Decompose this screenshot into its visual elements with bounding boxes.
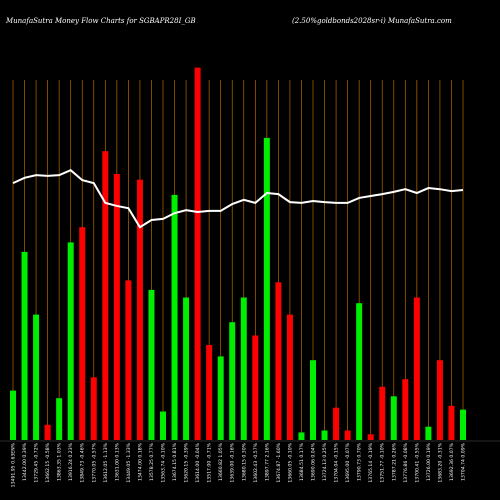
bar [367,434,374,440]
bar [275,282,282,440]
bar [229,322,236,440]
bar [206,345,213,440]
bar [321,430,328,440]
x-tick-label: 13787.21 0.26% [391,442,397,481]
bar [425,426,432,440]
bar [171,194,178,440]
x-tick-label: 13639.00 -0.16% [230,442,236,482]
bar [356,303,363,440]
bar [310,360,316,440]
x-tick-label: 13631.00 0.13% [114,442,120,481]
x-tick-label: 13612.05 -1.13% [103,442,109,482]
x-tick-label: 13897.77 2.16% [264,442,270,481]
x-tick-label: 13704.74 0.09% [461,442,467,481]
x-tick-label: 13620.15 -0.39% [184,442,190,482]
bar [333,407,340,440]
bar [33,314,40,440]
bar [448,405,455,440]
x-tick-label: 13863.35 1.03% [57,442,63,481]
bar [113,174,120,440]
x-tick-label: 13683.20 -0.31% [437,442,443,482]
x-tick-label: 13704.04 -0.15% [334,442,340,482]
bar [240,297,247,440]
x-tick-label: 13695.00 -0.07% [345,442,351,482]
bar [10,390,16,440]
bar [217,356,224,440]
x-tick-label: 13729.45 -0.72% [34,442,40,482]
x-tick-label: 13449.05 -1.33% [126,442,132,482]
x-tick-label: 13442.00 0.39% [22,442,28,481]
x-tick-label: 13849.73 -0.46% [80,442,86,482]
bar [183,297,190,440]
bar [56,398,63,440]
bar [67,242,74,440]
bar [148,289,155,440]
x-tick-label: 13680.15 0.30% [241,442,247,481]
bar [344,430,351,440]
x-tick-label: 13751.77 -0.10% [380,442,386,482]
bar [125,280,132,440]
bar [194,67,201,440]
bar [90,377,97,440]
x-tick-label: 13770.05 -0.57% [91,442,97,482]
x-tick-label: 13660.05 -0.10% [287,442,293,482]
x-tick-label: 13517.00 -0.71% [207,442,213,482]
bar [413,297,420,440]
x-tick-label: 13474.00 0.18% [137,442,143,481]
x-tick-label: 13692.36 0.07% [449,442,455,481]
bar [136,179,143,440]
bar [436,360,443,440]
x-tick-label: 13660.82 1.05% [218,442,224,481]
x-tick-label: 13674.87 -1.60% [276,442,282,482]
x-tick-label: 13602.43 -0.57% [253,442,259,482]
line [12,169,464,229]
bar [102,151,109,440]
bar [390,396,397,440]
bar [252,335,259,440]
bar [44,424,51,440]
bar [379,386,386,440]
chart-title: MunafaSutra Money Flow Charts for SGBAPR… [5,17,196,25]
x-tick-label: 13916.24 0.23% [68,442,74,481]
chart-subtitle: (2.50%goldbonds2028sr-i) MunafaSutra.com [292,17,452,25]
x-tick-label: 13790.73 0.70% [357,442,363,481]
x-tick-label: 13563.74 -0.10% [161,442,167,482]
bar [298,432,305,440]
bar [160,411,166,440]
bar [460,409,466,440]
x-tick-label: 13776.86 -0.08% [403,442,409,482]
x-tick-label: 13674.15 0.81% [172,442,178,481]
x-tick-label: 13491.95 0.63EN% [11,442,17,487]
bar [286,314,293,440]
x-tick-label: 13614.00 -0.04% [195,442,201,482]
bar [402,379,409,440]
bar [79,227,86,440]
bar [21,251,28,440]
x-tick-label: 13662.15 -0.58% [45,442,51,482]
x-tick-label: 13724.13 0.25% [322,442,328,481]
x-tick-label: 13765.14 -0.19% [368,442,374,482]
x-tick-label: 13578.25 0.77% [149,442,155,481]
x-tick-label: 13700.41 -0.55% [414,442,420,482]
x-tick-label: 13684.51 0.17% [299,442,305,481]
x-tick-label: 13726.00 0.19% [426,442,432,481]
bar [263,137,270,440]
x-tick-label: 13690.06 0.04% [311,442,317,481]
